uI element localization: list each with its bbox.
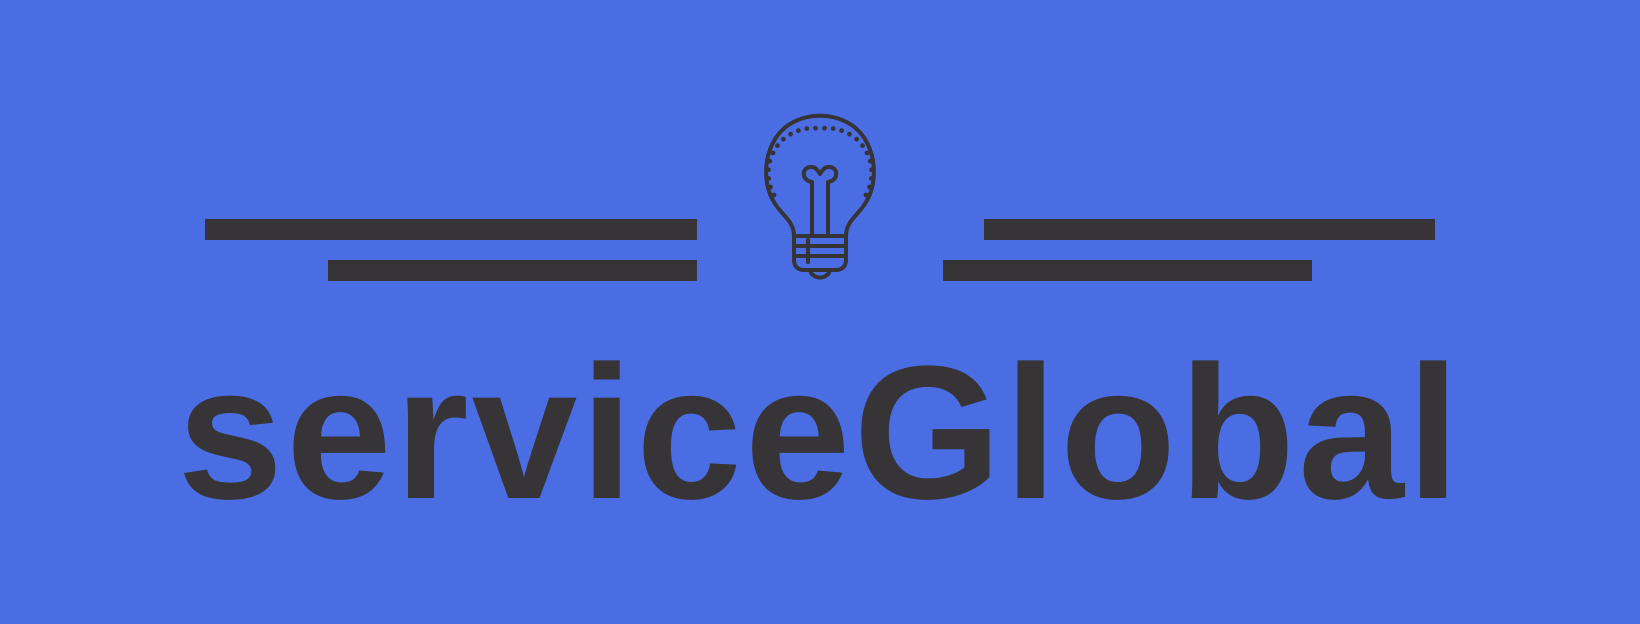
brand-wordmark: serviceGlobal xyxy=(177,327,1463,539)
lightbulb-icon xyxy=(764,113,876,280)
decorative-line-left-top xyxy=(205,219,697,240)
decorative-line-left-bottom xyxy=(328,260,697,281)
decorative-line-right-bottom xyxy=(943,260,1312,281)
decorative-line-right-top xyxy=(984,219,1435,240)
